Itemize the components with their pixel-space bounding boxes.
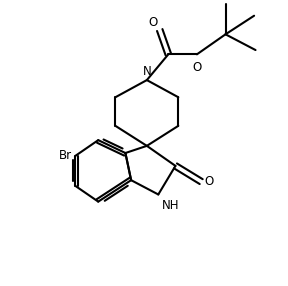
Text: O: O — [193, 61, 202, 74]
Text: Br: Br — [59, 149, 72, 162]
Text: N: N — [143, 65, 151, 78]
Text: NH: NH — [162, 199, 179, 212]
Text: O: O — [148, 16, 157, 29]
Text: O: O — [205, 175, 214, 188]
